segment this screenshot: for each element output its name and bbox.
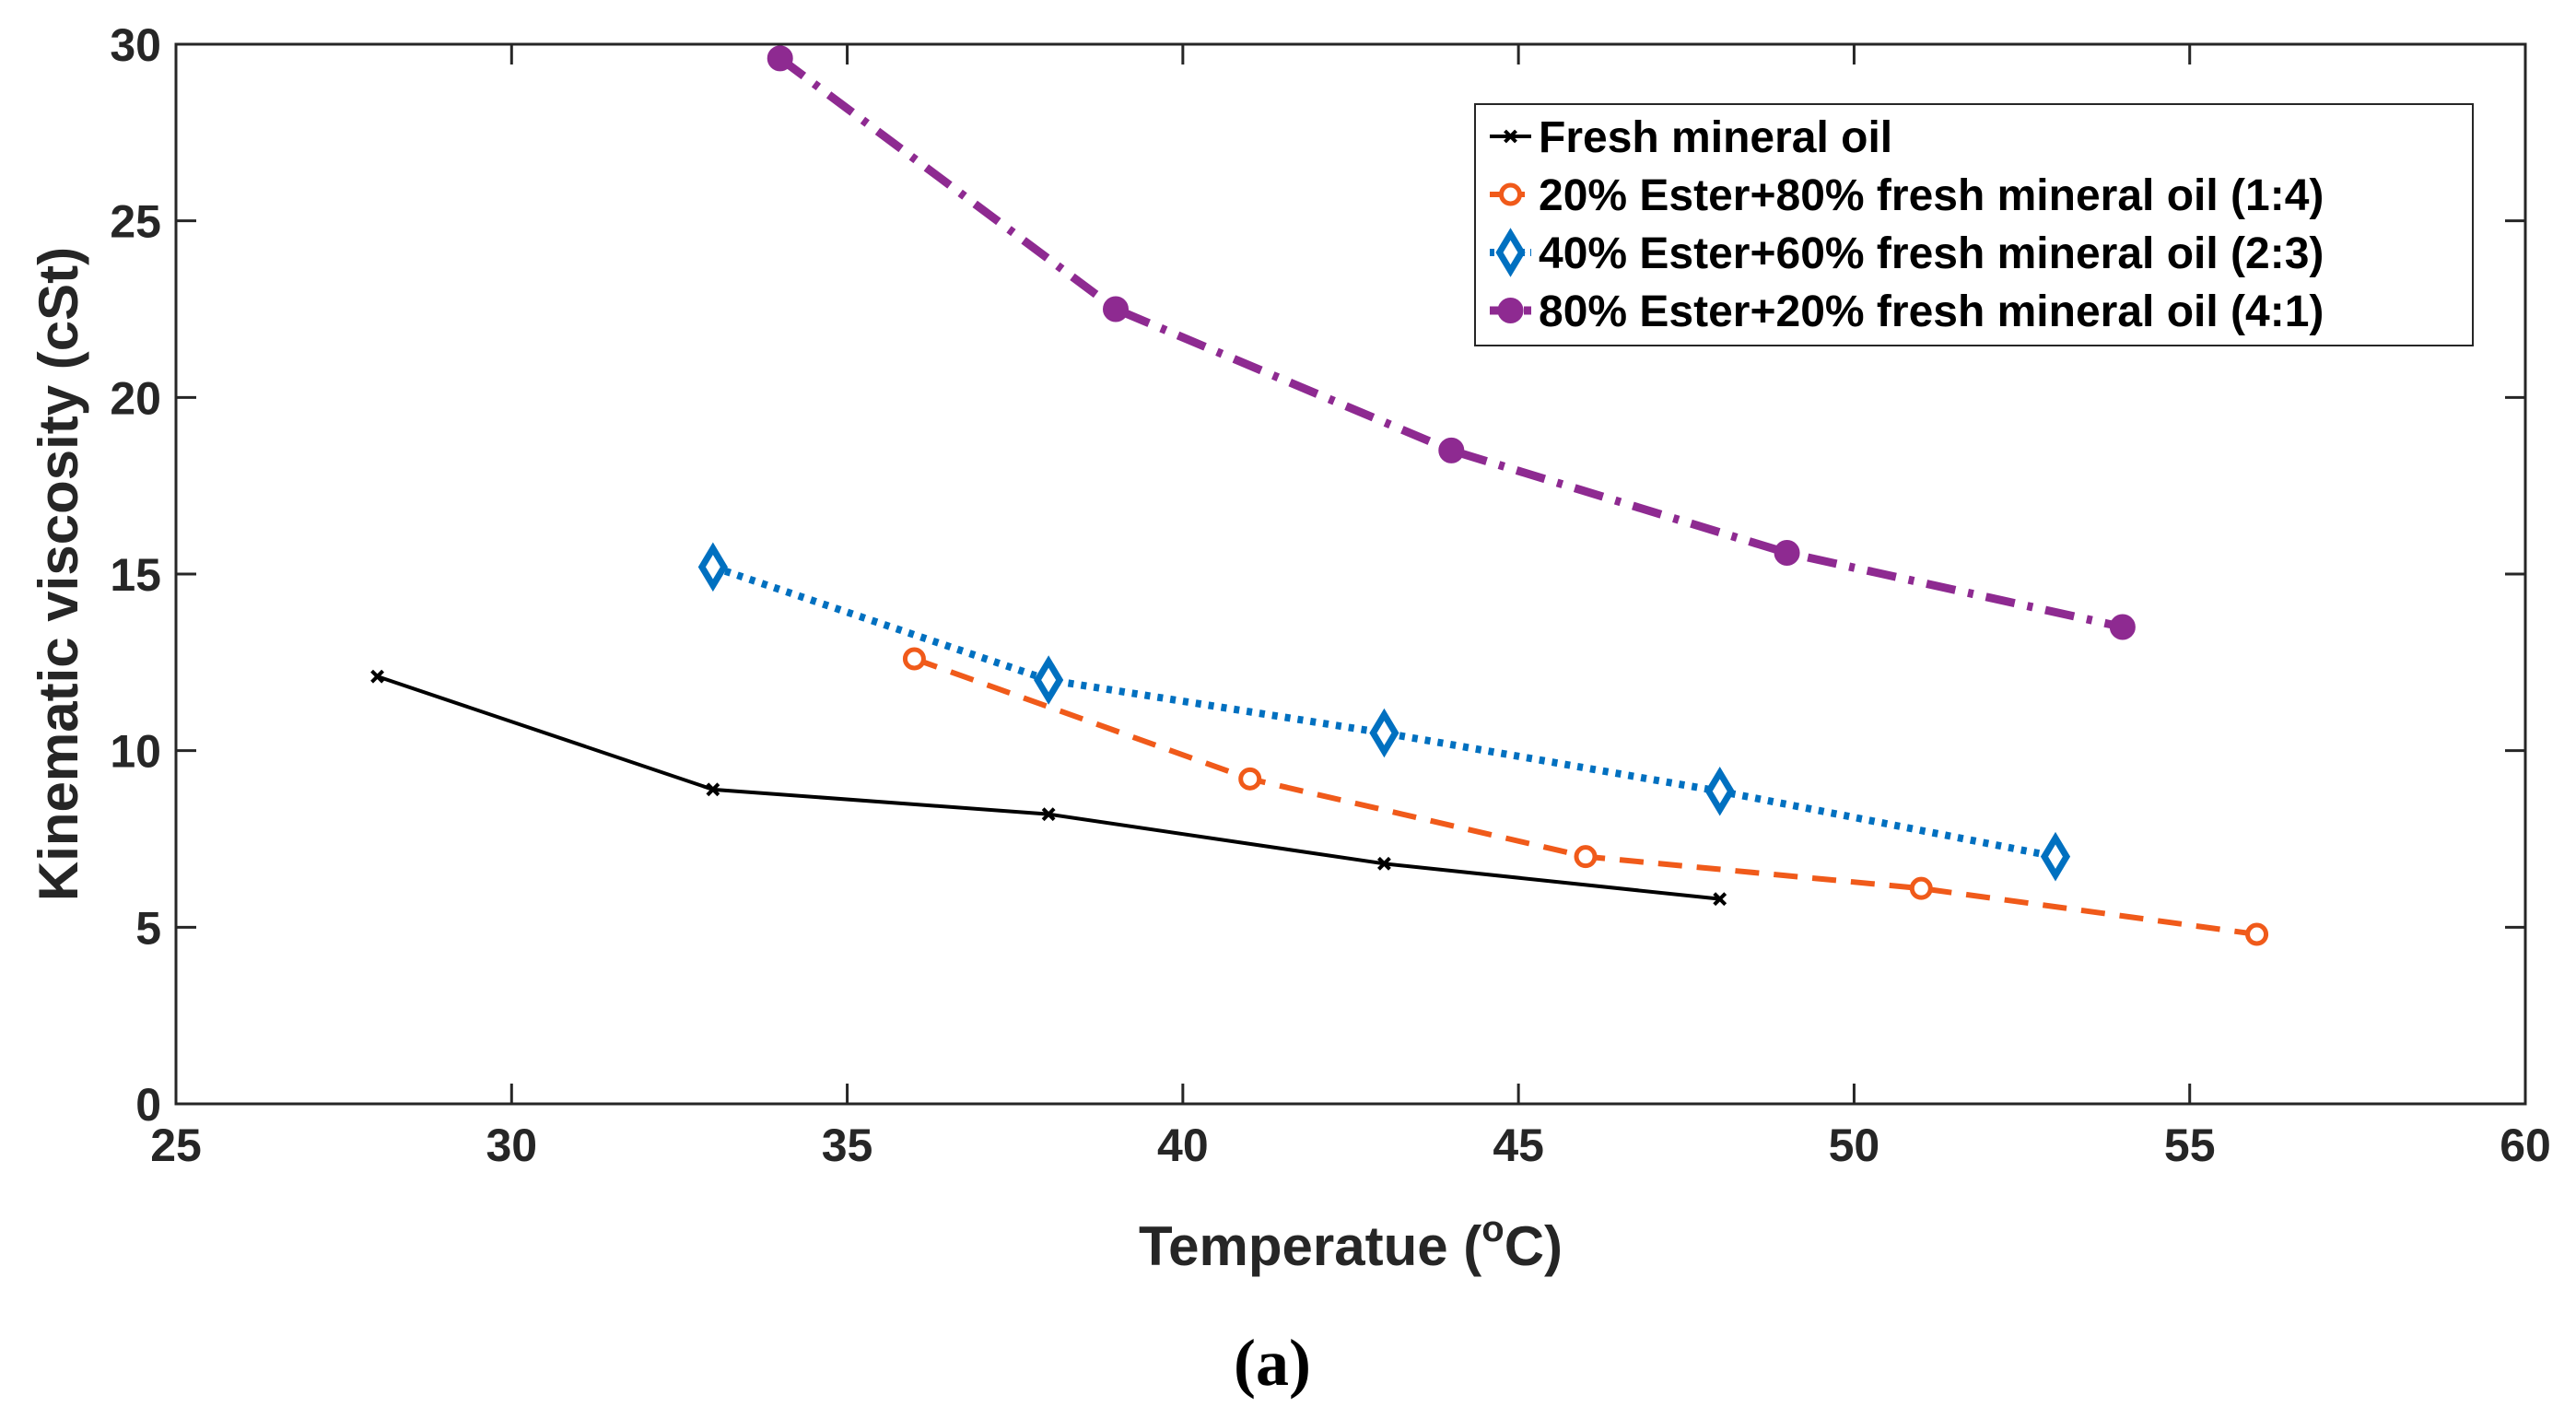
legend-label: 80% Ester+20% fresh mineral oil (4:1) — [1539, 287, 2324, 336]
data-point — [1713, 892, 1727, 907]
x-axis-title: Temperatue (oC) — [1139, 1209, 1563, 1277]
y-tick-label: 25 — [110, 196, 161, 248]
axis-ticks: 25 30 35 40 45 50 55 60 0 5 10 15 20 25 30 — [110, 19, 2550, 1171]
data-point — [1438, 437, 1465, 463]
legend-entries: Fresh mineral oil 20% Ester+80% fresh min… — [1490, 113, 2324, 336]
legend-box — [1474, 103, 2474, 346]
series-3 — [697, 542, 2071, 882]
data-point — [1774, 540, 1800, 566]
x-tick-label: 35 — [822, 1120, 873, 1171]
x-tick-label: 40 — [1157, 1120, 1209, 1171]
series-line — [711, 563, 2056, 861]
legend-marker — [1497, 298, 1524, 323]
data-point — [1377, 856, 1391, 871]
legend-entry: 80% Ester+20% fresh mineral oil (4:1) — [1490, 287, 2324, 336]
y-tick-label: 10 — [110, 726, 161, 778]
data-point — [1034, 655, 1064, 705]
data-point — [767, 45, 793, 72]
y-tick-label: 20 — [110, 372, 161, 424]
legend-entry: 40% Ester+60% fresh mineral oil (2:3) — [1490, 228, 2324, 278]
x-axis-title-superscript: o — [1481, 1209, 1504, 1249]
data-point — [1238, 767, 1262, 791]
data-point — [1369, 708, 1399, 758]
x-tick-label: 45 — [1493, 1120, 1544, 1171]
data-point — [1041, 807, 1056, 822]
x-tick-label: 60 — [2500, 1120, 2551, 1171]
x-tick-label: 55 — [2164, 1120, 2216, 1171]
series-1 — [370, 669, 1727, 907]
data-point — [1704, 766, 1735, 816]
series-4 — [767, 45, 2136, 640]
data-point — [706, 782, 720, 797]
data-point — [902, 647, 926, 671]
legend-marker — [1504, 129, 1517, 144]
legend-label: Fresh mineral oil — [1539, 113, 1892, 162]
legend-label: 20% Ester+80% fresh mineral oil (1:4) — [1539, 171, 2324, 220]
data-point — [1103, 296, 1129, 322]
series-layer — [370, 45, 2269, 946]
y-tick-label: 15 — [110, 549, 161, 601]
x-tick-label: 25 — [150, 1120, 202, 1171]
legend-marker — [1499, 182, 1522, 206]
data-point — [697, 542, 728, 592]
data-point — [2245, 922, 2269, 946]
x-tick-label: 50 — [1829, 1120, 1880, 1171]
data-point — [2109, 614, 2136, 640]
x-axis-title-unit: C) — [1505, 1215, 1563, 1277]
legend: Fresh mineral oil 20% Ester+80% fresh min… — [1474, 103, 2474, 346]
legend-label: 40% Ester+60% fresh mineral oil (2:3) — [1539, 229, 2324, 278]
legend-marker — [1495, 228, 1526, 277]
x-axis-title-main: Temperatue ( — [1139, 1215, 1481, 1277]
legend-entry: 20% Ester+80% fresh mineral oil (1:4) — [1490, 171, 2324, 220]
legend-entry: Fresh mineral oil — [1490, 113, 1892, 162]
y-axis-title: Kinematic viscosity (cSt) — [28, 247, 89, 901]
y-tick-label: 30 — [110, 19, 161, 71]
data-point — [2040, 831, 2071, 882]
series-2 — [902, 647, 2269, 946]
data-point — [370, 669, 384, 684]
data-point — [1909, 876, 1933, 900]
y-tick-label: 0 — [135, 1079, 161, 1131]
data-point — [1574, 845, 1598, 869]
figure-caption: (a) — [1234, 1326, 1311, 1400]
x-tick-label: 30 — [486, 1120, 537, 1171]
y-tick-label: 5 — [135, 902, 161, 954]
